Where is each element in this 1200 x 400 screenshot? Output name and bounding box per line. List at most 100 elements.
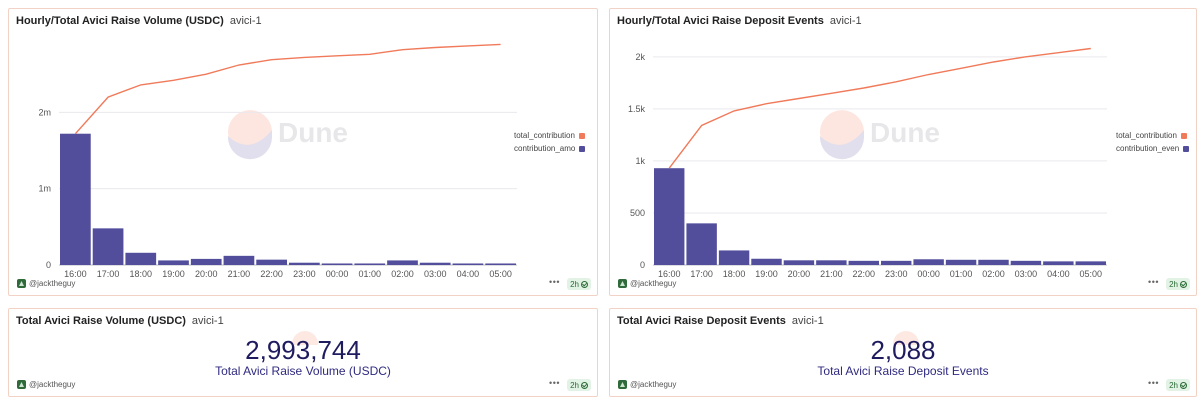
user-avatar-icon (618, 380, 627, 389)
bar (978, 259, 1009, 265)
bar (452, 263, 484, 265)
x-tick-label: 22:00 (260, 269, 283, 279)
line-series-total-contribution (74, 43, 501, 135)
bar (718, 250, 750, 265)
x-tick-label: 19:00 (755, 269, 778, 279)
volume-counter-caption: Total Avici Raise Volume (USDC) (215, 364, 391, 378)
user-avatar-icon (618, 279, 627, 288)
y-tick-label: 0 (640, 260, 645, 270)
events-chart-title-row: Hourly/Total Avici Raise Deposit Events a… (617, 15, 862, 27)
x-tick-label: 02:00 (982, 269, 1005, 279)
y-tick-label: 0 (46, 260, 51, 270)
x-tick-label: 01:00 (359, 269, 382, 279)
refresh-badge[interactable]: 2h (1166, 379, 1190, 391)
events-counter-panel: Total Avici Raise Deposit Events avici-1 … (609, 308, 1197, 397)
author-name: @jacktheguy (29, 380, 76, 389)
events-counter-title[interactable]: Total Avici Raise Deposit Events (617, 315, 786, 327)
dune-logo-icon (292, 331, 318, 345)
y-tick-label: 1m (38, 184, 51, 194)
events-chart-subtitle: avici-1 (829, 15, 862, 27)
dune-logo-shade (819, 130, 864, 160)
legend-item-contribution-even[interactable]: contribution_even (1116, 142, 1190, 155)
bar (751, 258, 782, 265)
y-tick-label: 1.5k (628, 104, 646, 114)
bar (816, 260, 847, 265)
x-tick-label: 00:00 (917, 269, 940, 279)
line-series-total-contribution (668, 47, 1091, 169)
refresh-badge[interactable]: 2h (567, 379, 591, 391)
x-tick-label: 16:00 (658, 269, 681, 279)
bar (1043, 261, 1074, 265)
x-tick-label: 04:00 (1047, 269, 1070, 279)
more-options-icon[interactable]: ••• (549, 378, 560, 388)
events-counter-subtitle: avici-1 (791, 315, 824, 327)
author-link[interactable]: @jacktheguy (17, 279, 75, 288)
author-link[interactable]: @jacktheguy (618, 279, 676, 288)
legend-label: contribution_amo (514, 144, 576, 153)
bar (92, 228, 124, 265)
more-options-icon[interactable]: ••• (1148, 378, 1159, 388)
bar (190, 258, 222, 265)
legend-swatch (1183, 145, 1190, 152)
x-tick-label: 20:00 (788, 269, 811, 279)
author-name: @jacktheguy (630, 380, 677, 389)
bar (1010, 260, 1042, 265)
x-tick-label: 17:00 (690, 269, 713, 279)
author-link[interactable]: @jacktheguy (17, 380, 75, 389)
refresh-badge[interactable]: 2h (1166, 278, 1190, 290)
dune-watermark: Dune (819, 110, 940, 160)
more-options-icon[interactable]: ••• (549, 277, 560, 287)
more-options-icon[interactable]: ••• (1148, 277, 1159, 287)
author-link[interactable]: @jacktheguy (618, 380, 676, 389)
events-counter-caption: Total Avici Raise Deposit Events (817, 364, 989, 378)
legend-swatch (578, 132, 585, 139)
x-tick-label: 20:00 (195, 269, 218, 279)
check-circle-icon (581, 280, 588, 288)
events-chart-title[interactable]: Hourly/Total Avici Raise Deposit Events (617, 15, 824, 27)
volume-counter-value: 2,993,744 (245, 335, 361, 365)
x-tick-label: 18:00 (723, 269, 746, 279)
bar (60, 133, 91, 265)
legend-item-total-contribution[interactable]: total_contribution (514, 129, 585, 142)
bar (387, 260, 418, 265)
bar (1075, 261, 1106, 265)
x-tick-label: 21:00 (228, 269, 251, 279)
x-tick-label: 05:00 (1080, 269, 1103, 279)
x-tick-label: 16:00 (64, 269, 87, 279)
x-tick-label: 01:00 (950, 269, 973, 279)
legend-item-contribution-amo[interactable]: contribution_amo (514, 142, 586, 155)
volume-chart-title[interactable]: Hourly/Total Avici Raise Volume (USDC) (16, 15, 224, 27)
user-avatar-icon (17, 279, 26, 288)
bar (881, 260, 912, 265)
refresh-age: 2h (570, 380, 579, 390)
refresh-age: 2h (570, 279, 579, 289)
volume-chart-panel: Hourly/Total Avici Raise Volume (USDC) av… (8, 8, 598, 296)
check-circle-icon (581, 381, 588, 389)
refresh-badge[interactable]: 2h (567, 278, 591, 290)
bar (256, 259, 287, 265)
bar (419, 262, 451, 265)
events-counter-footer: @jacktheguy ••• 2h (610, 378, 1196, 396)
bar (125, 252, 157, 265)
legend-item-total-contribution[interactable]: total_contribution (1116, 129, 1189, 142)
legend-swatch (579, 145, 586, 152)
x-tick-label: 03:00 (1015, 269, 1038, 279)
volume-chart: Dune 0 1m 2m 16:00 17:00 18:00 19:00 20:00 21:00 2… (38, 43, 517, 279)
bar (321, 263, 353, 265)
x-tick-label: 04:00 (457, 269, 480, 279)
events-chart-legend: total_contribution contribution_even (1116, 129, 1190, 155)
x-tick-label: 03:00 (424, 269, 447, 279)
volume-counter-title[interactable]: Total Avici Raise Volume (USDC) (16, 315, 186, 327)
y-tick-label: 2k (635, 52, 645, 62)
check-circle-icon (1180, 381, 1187, 389)
y-tick-label: 1k (635, 156, 645, 166)
y-tick-label: 500 (630, 208, 645, 218)
dune-watermark: Dune (227, 110, 348, 160)
x-tick-label: 21:00 (820, 269, 843, 279)
volume-chart-legend: total_contribution contribution_amo (514, 129, 586, 155)
bar (289, 262, 320, 265)
x-tick-label: 00:00 (326, 269, 349, 279)
bar (945, 259, 977, 265)
check-circle-icon (1180, 280, 1187, 288)
dune-logo-icon (893, 331, 919, 345)
